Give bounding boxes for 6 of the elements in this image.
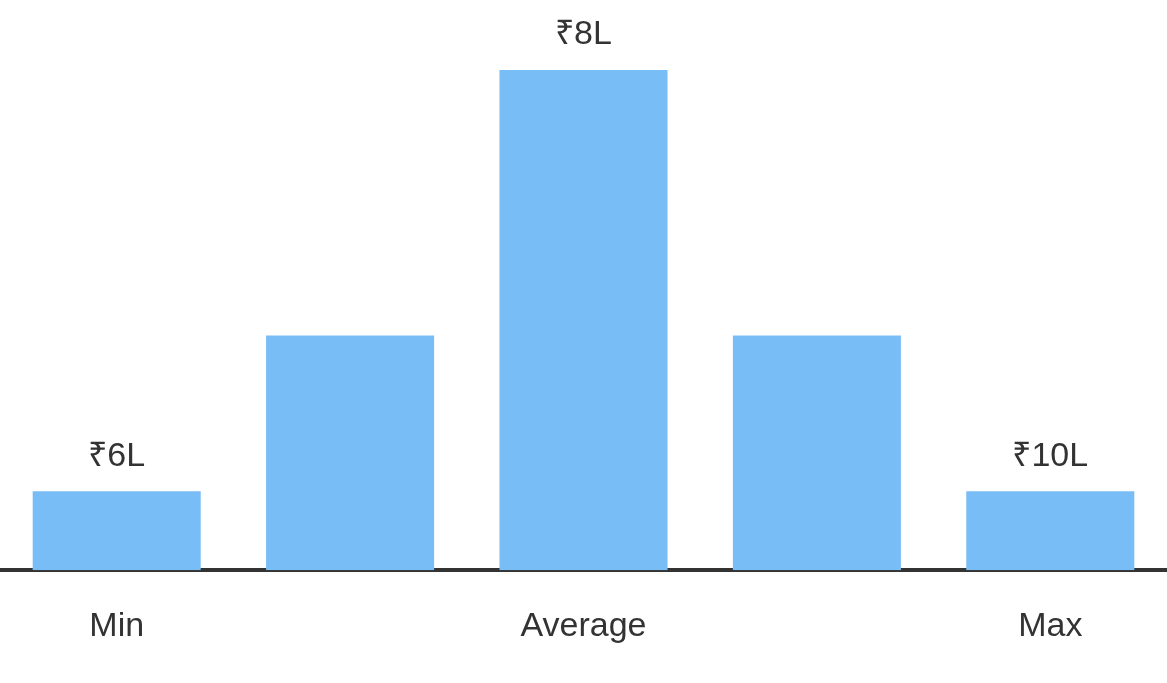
x-tick-label: Average — [520, 604, 647, 643]
annotation: ₹8L — [555, 13, 612, 52]
x-tick-label: Max — [1018, 604, 1083, 643]
annotation: ₹6L — [88, 434, 146, 473]
x-tick-label: Min — [89, 604, 145, 643]
annotation: ₹10L — [1012, 434, 1089, 473]
